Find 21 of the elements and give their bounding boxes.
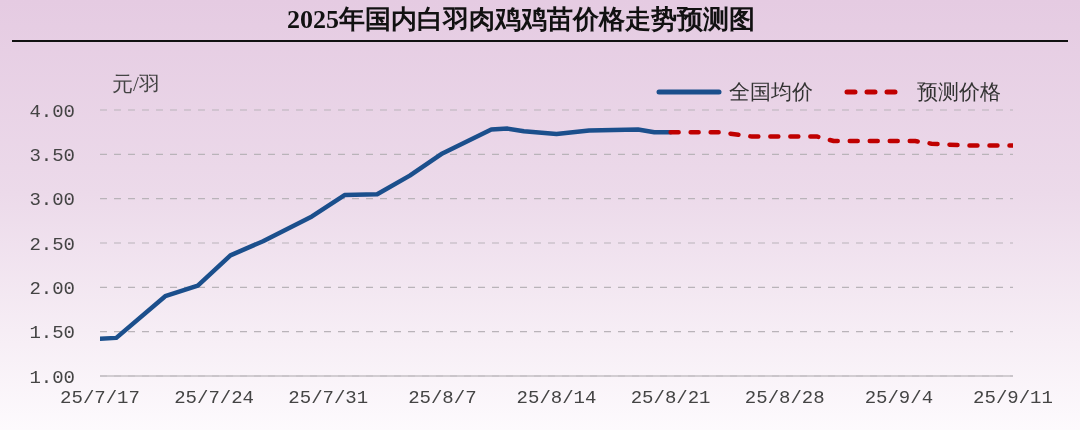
- x-tick-label: 25/8/14: [516, 387, 597, 410]
- legend-label: 预测价格: [917, 79, 1001, 106]
- x-tick-label: 25/8/21: [630, 387, 711, 410]
- y-tick-label: 2.00: [29, 278, 75, 301]
- x-tick-label: 25/9/11: [973, 387, 1053, 410]
- x-tick-label: 25/8/7: [408, 387, 477, 410]
- y-tick-label: 2.50: [29, 233, 75, 256]
- legend-label: 全国均价: [729, 79, 813, 106]
- y-tick-label: 1.00: [29, 366, 75, 389]
- y-axis-title: 元/羽: [112, 71, 160, 98]
- x-tick-label: 25/7/24: [174, 387, 255, 410]
- y-tick-label: 4.00: [29, 100, 75, 123]
- x-tick-label: 25/8/28: [744, 387, 825, 410]
- chart-title: 2025年国内白羽肉鸡鸡苗价格走势预测图: [12, 0, 1068, 42]
- line-series: [668, 129, 1013, 148]
- y-tick-label: 3.50: [29, 145, 75, 168]
- x-tick-label: 25/9/4: [864, 387, 934, 410]
- y-tick-label: 1.50: [29, 322, 75, 345]
- y-tick-label: 3.00: [29, 189, 75, 212]
- x-tick-label: 25/7/17: [60, 387, 140, 410]
- x-tick-label: 25/7/31: [288, 387, 369, 410]
